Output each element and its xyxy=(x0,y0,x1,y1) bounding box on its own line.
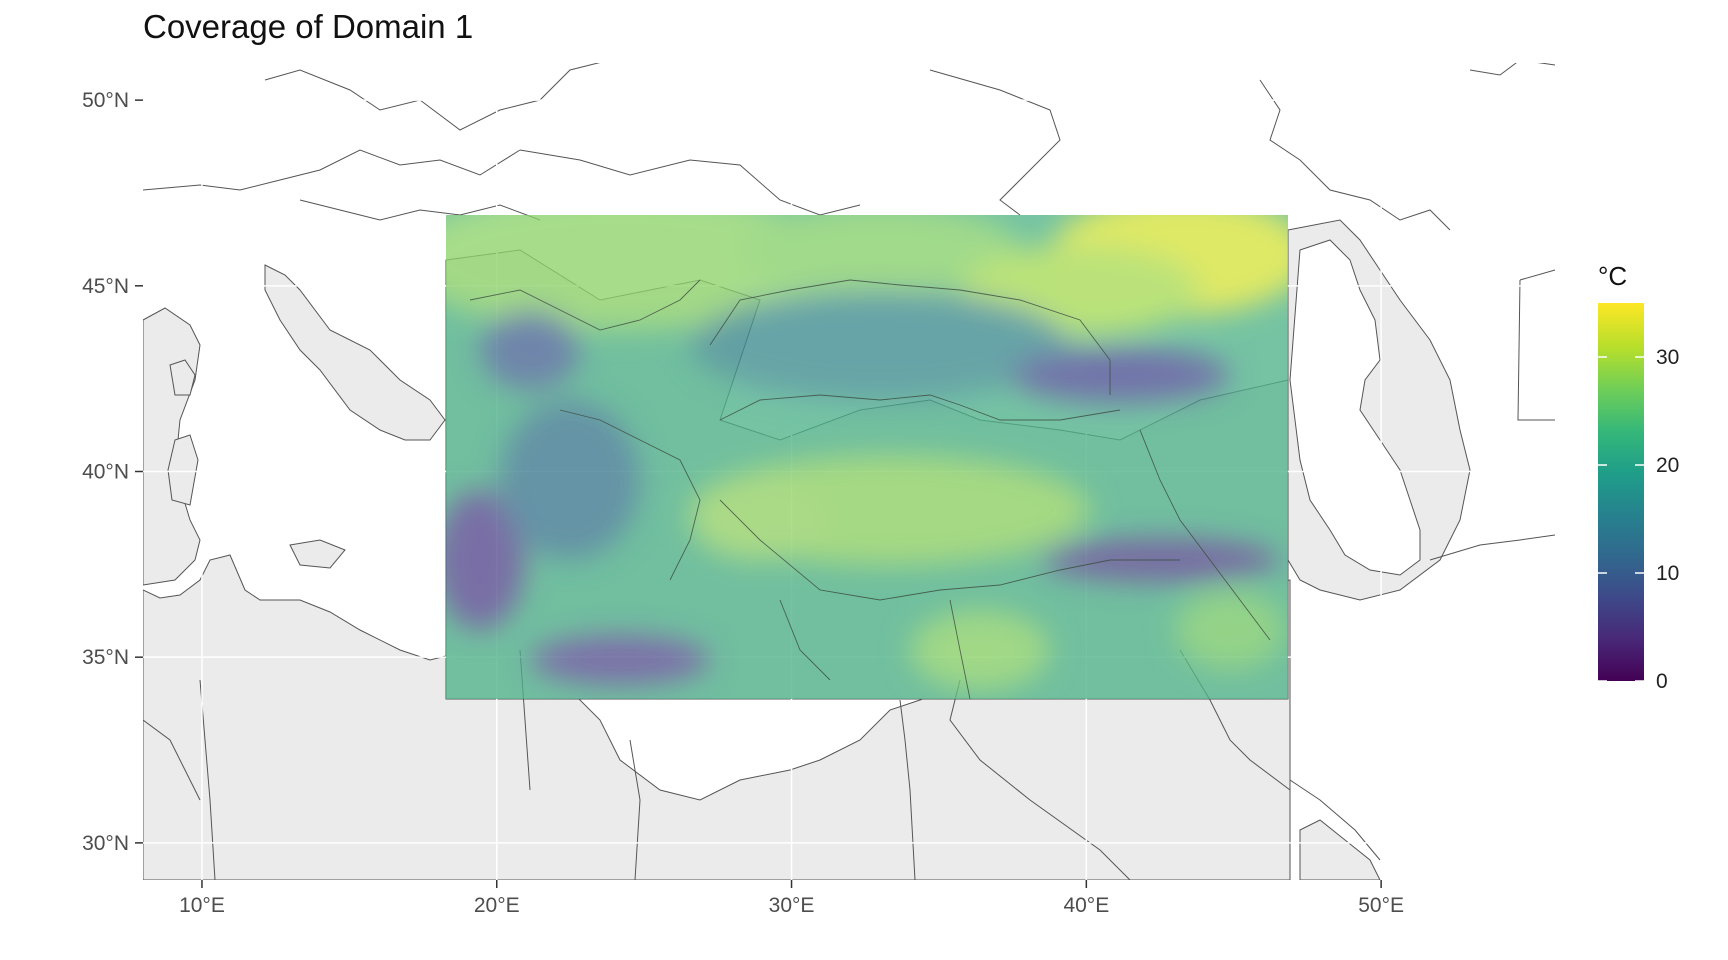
legend-ticks: 0 10 20 30 xyxy=(1598,346,1679,693)
legend-tick-label: 10 xyxy=(1656,562,1679,585)
sardinia-land xyxy=(167,359,199,506)
arabia-corner-land xyxy=(1299,819,1381,880)
domain-borders xyxy=(469,279,1271,700)
legend-tick-label: 0 xyxy=(1656,670,1668,693)
y-tick-label: 45°N xyxy=(82,275,129,298)
italy-land xyxy=(264,264,446,441)
x-axis: 10°E 20°E 30°E 40°E 50°E xyxy=(179,880,1404,917)
temperature-field xyxy=(446,215,1288,699)
x-tick-label: 50°E xyxy=(1358,894,1404,917)
colorbar-legend: °C 0 10 20 30 xyxy=(1598,261,1679,693)
x-tick-label: 20°E xyxy=(474,894,520,917)
x-tick-label: 40°E xyxy=(1063,894,1109,917)
x-tick-label: 10°E xyxy=(179,894,225,917)
y-tick-label: 30°N xyxy=(82,832,129,855)
y-tick-label: 40°N xyxy=(82,461,129,484)
map-panel xyxy=(143,63,1558,880)
caspian-sea xyxy=(1289,239,1421,576)
legend-tick-label: 30 xyxy=(1656,346,1679,369)
plot-title: Coverage of Domain 1 xyxy=(143,8,474,45)
y-axis: 30°N 35°N 40°N 45°N 50°N xyxy=(82,89,143,855)
y-tick-label: 50°N xyxy=(82,89,129,112)
legend-title: °C xyxy=(1598,261,1627,291)
x-tick-label: 30°E xyxy=(769,894,815,917)
legend-tick-label: 20 xyxy=(1656,454,1679,477)
y-tick-label: 35°N xyxy=(82,646,129,669)
sicily-land xyxy=(289,539,346,569)
colorbar xyxy=(1598,303,1644,681)
